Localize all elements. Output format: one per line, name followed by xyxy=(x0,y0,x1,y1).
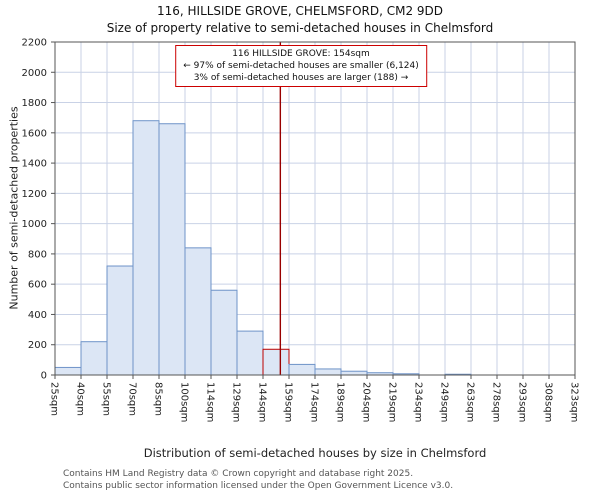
svg-text:1000: 1000 xyxy=(22,219,47,230)
chart-subtitle: Size of property relative to semi-detach… xyxy=(106,21,494,35)
svg-text:204sqm: 204sqm xyxy=(361,382,372,422)
svg-text:129sqm: 129sqm xyxy=(231,382,242,422)
svg-text:0: 0 xyxy=(41,371,47,382)
svg-text:249sqm: 249sqm xyxy=(439,382,450,422)
svg-text:55sqm: 55sqm xyxy=(101,382,112,416)
svg-text:219sqm: 219sqm xyxy=(387,382,398,422)
svg-text:400: 400 xyxy=(28,310,47,321)
svg-text:1800: 1800 xyxy=(22,98,47,109)
svg-text:85sqm: 85sqm xyxy=(153,382,164,416)
svg-text:174sqm: 174sqm xyxy=(309,382,320,422)
svg-text:40sqm: 40sqm xyxy=(75,382,86,416)
svg-text:293sqm: 293sqm xyxy=(517,382,528,422)
svg-text:1200: 1200 xyxy=(22,189,47,200)
annotation-line-3: 3% of semi-detached houses are larger (1… xyxy=(193,73,409,84)
chart-title: 116, HILLSIDE GROVE, CHELMSFORD, CM2 9DD xyxy=(156,4,444,18)
y-tick-labels: 0 200 400 600 800 1000 1200 1400 1600 1800 2000 220… xyxy=(22,38,47,382)
svg-text:25sqm: 25sqm xyxy=(49,382,60,416)
attribution-line-1: Contains HM Land Registry data © Crown c… xyxy=(63,469,414,479)
svg-text:114sqm: 114sqm xyxy=(205,382,216,422)
svg-text:234sqm: 234sqm xyxy=(413,382,424,422)
attribution-line-2: Contains public sector information licen… xyxy=(63,480,454,491)
svg-text:200: 200 xyxy=(28,340,47,351)
annotation-line-2: ← 97% of semi-detached houses are smalle… xyxy=(183,61,419,72)
y-axis-label: Number of semi-detached properties xyxy=(7,106,21,310)
x-axis-label: Distribution of semi-detached houses by … xyxy=(143,446,487,460)
attribution-footer: Contains HM Land Registry data © Crown c… xyxy=(63,469,453,492)
svg-text:263sqm: 263sqm xyxy=(465,382,476,422)
svg-text:600: 600 xyxy=(28,280,47,291)
svg-text:100sqm: 100sqm xyxy=(179,382,190,422)
annotation-line-1: 116 HILLSIDE GROVE: 154sqm xyxy=(232,49,370,59)
svg-text:70sqm: 70sqm xyxy=(127,382,138,416)
svg-text:144sqm: 144sqm xyxy=(257,382,268,422)
svg-text:189sqm: 189sqm xyxy=(335,382,346,422)
svg-text:323sqm: 323sqm xyxy=(569,382,580,422)
svg-text:2200: 2200 xyxy=(22,38,47,49)
svg-text:159sqm: 159sqm xyxy=(283,382,294,422)
svg-text:278sqm: 278sqm xyxy=(491,382,502,422)
svg-text:800: 800 xyxy=(28,249,47,260)
x-tick-labels: 25sqm 40sqm 55sqm 70sqm 85sqm 100sqm 114sqm 129… xyxy=(49,382,580,422)
annotation-box: 116 HILLSIDE GROVE: 154sqm ← 97% of semi… xyxy=(175,45,427,88)
svg-text:2000: 2000 xyxy=(22,68,47,79)
svg-text:1400: 1400 xyxy=(22,159,47,170)
svg-text:308sqm: 308sqm xyxy=(543,382,554,422)
svg-text:1600: 1600 xyxy=(22,128,47,139)
